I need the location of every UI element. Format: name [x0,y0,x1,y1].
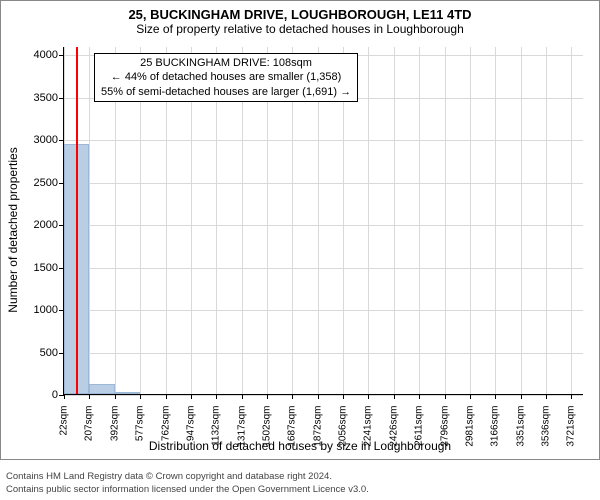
histogram-bar [89,384,114,394]
gridline-vertical [368,47,369,394]
ytick-label: 0 [52,389,58,401]
annotation-box: 25 BUCKINGHAM DRIVE: 108sqm ← 44% of det… [94,53,358,102]
histogram-bar [115,392,140,394]
ytick-label: 500 [40,347,58,359]
gridline-horizontal [64,353,583,354]
annotation-line: 25 BUCKINGHAM DRIVE: 108sqm [101,56,351,70]
ytick-label: 1500 [34,262,58,274]
xtick-mark [89,394,90,399]
property-marker-line [76,47,78,394]
xtick-mark [546,394,547,399]
ytick-label: 1000 [34,304,58,316]
xtick-label: 947sqm [185,406,196,442]
xtick-label: 392sqm [109,406,120,442]
plot-area: 0500100015002000250030003500400022sqm207… [63,47,583,395]
gridline-horizontal [64,395,583,396]
xtick-mark [64,394,65,399]
y-axis-label: Number of detached properties [6,147,20,312]
xtick-mark [521,394,522,399]
xtick-label: 577sqm [135,406,146,442]
gridline-horizontal [64,183,583,184]
footer-line: Contains HM Land Registry data © Crown c… [6,471,594,483]
ytick-label: 3500 [34,92,58,104]
gridline-horizontal [64,268,583,269]
gridline-vertical [521,47,522,394]
xtick-mark [318,394,319,399]
xtick-mark [292,394,293,399]
xtick-mark [394,394,395,399]
xtick-mark [445,394,446,399]
xtick-mark [267,394,268,399]
footer-line: Contains public sector information licen… [6,484,594,496]
xtick-mark [419,394,420,399]
chart-container: 25, BUCKINGHAM DRIVE, LOUGHBOROUGH, LE11… [0,0,600,460]
xtick-mark [242,394,243,399]
xtick-mark [571,394,572,399]
chart-title-block: 25, BUCKINGHAM DRIVE, LOUGHBOROUGH, LE11… [1,1,599,36]
gridline-vertical [445,47,446,394]
ytick-label: 2500 [34,177,58,189]
gridline-vertical [571,47,572,394]
xtick-mark [115,394,116,399]
xtick-mark [140,394,141,399]
gridline-vertical [89,47,90,394]
x-axis-label: Distribution of detached houses by size … [1,439,599,453]
xtick-mark [343,394,344,399]
xtick-label: 207sqm [84,406,95,442]
xtick-mark [191,394,192,399]
xtick-label: 762sqm [160,406,171,442]
chart-title-line1: 25, BUCKINGHAM DRIVE, LOUGHBOROUGH, LE11… [1,7,599,22]
xtick-label: 22sqm [59,406,70,436]
ytick-label: 3000 [34,134,58,146]
chart-title-line2: Size of property relative to detached ho… [1,22,599,36]
gridline-vertical [419,47,420,394]
annotation-line: 55% of semi-detached houses are larger (… [101,85,351,99]
xtick-mark [470,394,471,399]
footer-attribution: Contains HM Land Registry data © Crown c… [0,467,600,500]
xtick-mark [495,394,496,399]
gridline-vertical [546,47,547,394]
annotation-line: ← 44% of detached houses are smaller (1,… [101,70,351,84]
gridline-horizontal [64,140,583,141]
gridline-vertical [394,47,395,394]
xtick-mark [368,394,369,399]
gridline-horizontal [64,310,583,311]
xtick-mark [166,394,167,399]
gridline-vertical [470,47,471,394]
gridline-horizontal [64,225,583,226]
ytick-label: 4000 [34,49,58,61]
ytick-label: 2000 [34,219,58,231]
xtick-mark [216,394,217,399]
gridline-vertical [495,47,496,394]
